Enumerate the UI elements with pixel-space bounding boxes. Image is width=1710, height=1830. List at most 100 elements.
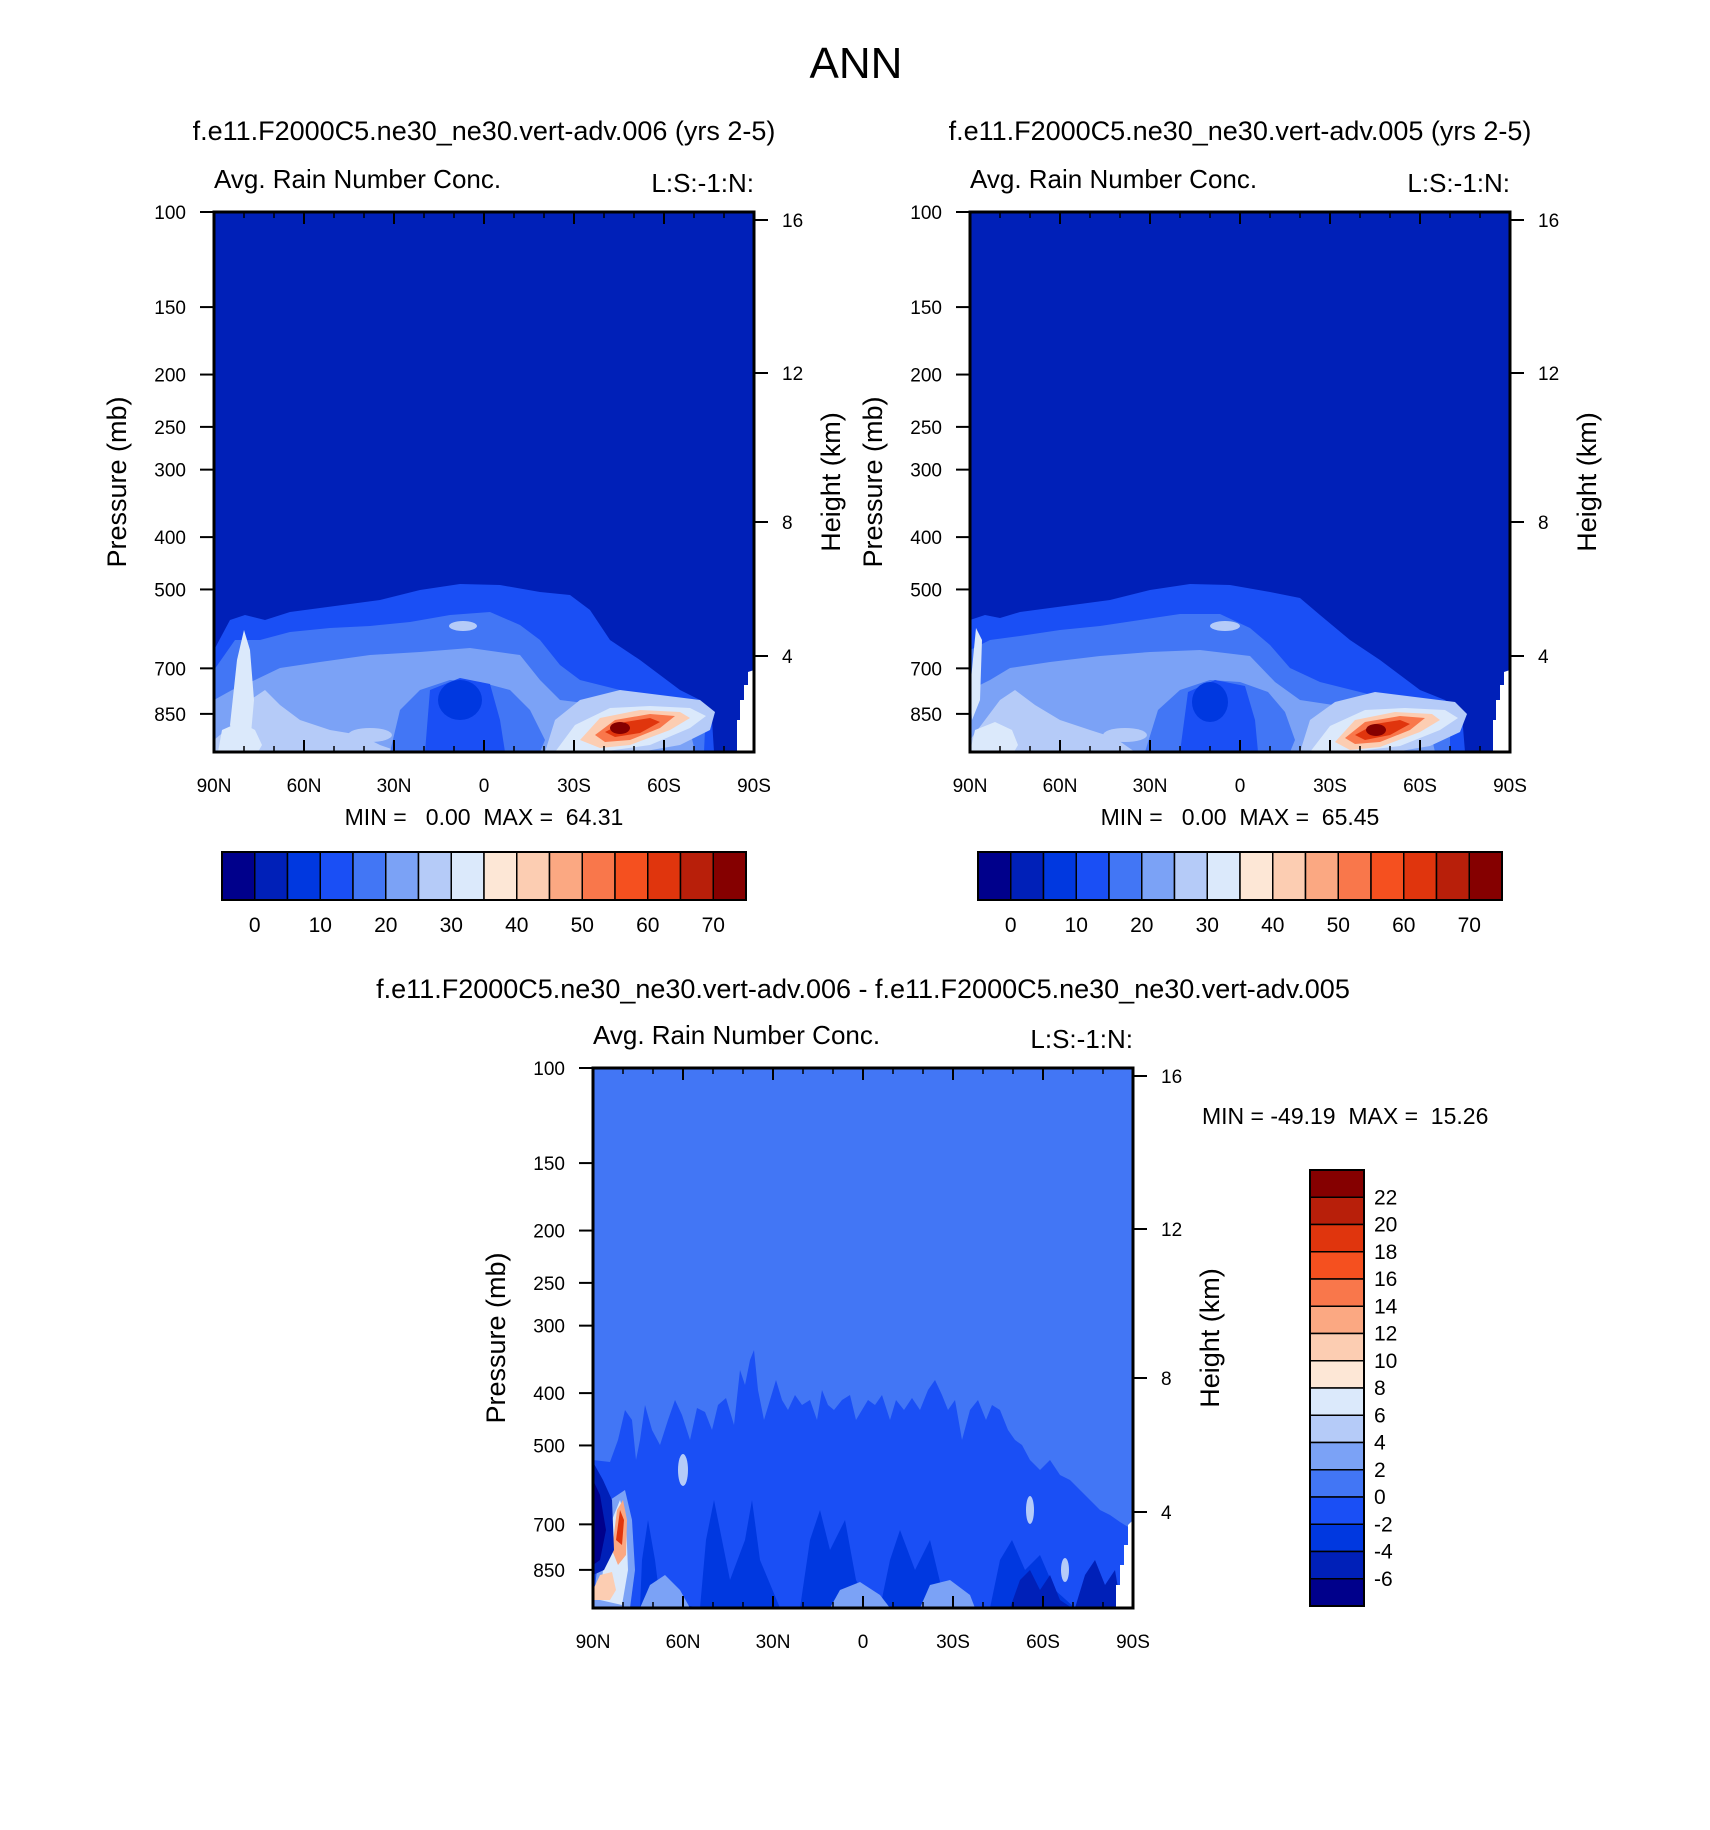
y-tick-label: 700 xyxy=(533,1515,565,1536)
colorbar-swatch xyxy=(1309,1387,1365,1416)
colorbar-swatch xyxy=(417,851,452,901)
y2-tick-label: 8 xyxy=(782,513,793,534)
panel-3-missing-data xyxy=(1116,1520,1133,1608)
x-tick-label: 60S xyxy=(647,776,681,797)
panel-3-y2label: Height (km) xyxy=(1195,1268,1225,1408)
colorbar-label: 18 xyxy=(1374,1241,1397,1264)
panel-3-contour-band xyxy=(640,1575,690,1608)
colorbar-label: 50 xyxy=(1327,914,1350,937)
y-tick-label: 400 xyxy=(533,1384,565,1405)
panel-1-contour-band xyxy=(438,680,482,720)
panel-3-contour-band xyxy=(920,1580,975,1608)
panel-3-contour-band xyxy=(1061,1558,1069,1582)
x-tick-label: 90S xyxy=(1116,1632,1150,1653)
x-tick-label: 30S xyxy=(936,1632,970,1653)
panel-3-contour-band xyxy=(1010,1570,1072,1608)
panel-3-contour-band xyxy=(1075,1560,1125,1608)
y-tick-label: 250 xyxy=(533,1274,565,1295)
colorbar-label: 50 xyxy=(571,914,594,937)
panel-1-y2label: Height (km) xyxy=(816,412,846,552)
x-tick-label: 90S xyxy=(1493,776,1527,797)
y-tick-label: 100 xyxy=(533,1059,565,1080)
x-tick-label: 0 xyxy=(479,776,490,797)
panel-1-right-title: L:S:-1:N: xyxy=(651,168,754,198)
y-tick-label: 300 xyxy=(910,461,942,482)
colorbar-frame xyxy=(977,851,1503,901)
panel-1-contour-band xyxy=(348,728,392,742)
colorbar-label: 22 xyxy=(1374,1186,1397,1209)
x-tick-label: 30N xyxy=(377,776,412,797)
y-tick-label: 100 xyxy=(910,203,942,224)
y-tick-label: 400 xyxy=(910,528,942,549)
y-tick-label: 300 xyxy=(533,1317,565,1338)
y-tick-label: 250 xyxy=(154,418,186,439)
colorbar-label: 16 xyxy=(1374,1268,1397,1291)
colorbar-label: 20 xyxy=(374,914,397,937)
x-tick-label: 90N xyxy=(197,776,232,797)
panel-3-contour-band xyxy=(830,1582,890,1608)
colorbar-label: 20 xyxy=(1374,1214,1397,1237)
colorbar-swatch xyxy=(385,851,420,901)
panel-3-contour-band xyxy=(593,1572,616,1600)
panel-2-contour-band xyxy=(1192,682,1228,722)
panel-3-axes: 90N 60N 30N 0 30S 60S 90S 100 150 200 250 300 400 500… xyxy=(533,1059,1182,1653)
panel-3-contour-band xyxy=(1026,1496,1034,1524)
colorbar-swatch xyxy=(1309,1496,1365,1525)
colorbar-swatch xyxy=(286,851,321,901)
colorbar-swatch xyxy=(1239,851,1274,901)
colorbar-swatch xyxy=(1042,851,1077,901)
x-tick-label: 30S xyxy=(557,776,591,797)
colorbar-swatch xyxy=(1309,1305,1365,1335)
x-tick-label: 60N xyxy=(287,776,322,797)
panel-2-contour-band xyxy=(1210,621,1240,631)
panel-2-y2label: Height (km) xyxy=(1572,412,1602,552)
colorbar-swatch xyxy=(1309,1469,1365,1498)
y-tick-label: 150 xyxy=(533,1154,565,1175)
colorbar-swatch xyxy=(483,851,518,901)
y2-tick-label: 4 xyxy=(782,647,793,668)
colorbar-swatch xyxy=(1309,1251,1365,1280)
colorbar-swatch xyxy=(1272,851,1307,901)
colorbar-swatch xyxy=(1468,851,1503,901)
panel-1-contour-band xyxy=(218,722,262,752)
colorbar-label: 8 xyxy=(1374,1377,1386,1400)
colorbar-swatch xyxy=(254,851,289,901)
panel-1-axes: 90N 60N 30N 0 30S 60S 90S 100 150 200 250 300 400 500… xyxy=(154,203,803,797)
colorbar-label: 60 xyxy=(636,914,659,937)
colorbar-swatch xyxy=(1309,1196,1365,1226)
panel-2-contour-band xyxy=(970,628,982,720)
colorbar-label: 0 xyxy=(249,914,261,937)
panel-2-left-title: Avg. Rain Number Conc. xyxy=(970,164,1257,194)
colorbar-swatch xyxy=(1075,851,1110,901)
panel-3-ylabel: Pressure (mb) xyxy=(481,1252,511,1423)
colorbar-frame xyxy=(221,851,747,901)
colorbar-label: 10 xyxy=(1374,1350,1397,1373)
x-tick-label: 0 xyxy=(1235,776,1246,797)
colorbar-swatch xyxy=(1309,1550,1365,1580)
y-tick-label: 400 xyxy=(154,528,186,549)
panel-1-title: f.e11.F2000C5.ne30_ne30.vert-adv.006 (yr… xyxy=(193,116,776,146)
colorbar-swatch xyxy=(352,851,387,901)
colorbar-swatch xyxy=(1337,851,1372,901)
colorbar-label: 30 xyxy=(1196,914,1219,937)
colorbar-swatch xyxy=(1309,1223,1365,1253)
colorbar-swatch xyxy=(977,851,1012,901)
y-tick-label: 850 xyxy=(533,1561,565,1582)
colorbar-swatch xyxy=(1309,1332,1365,1362)
panel-1: f.e11.F2000C5.ne30_ne30.vert-adv.006 (yr… xyxy=(102,116,846,937)
panel-3: f.e11.F2000C5.ne30_ne30.vert-adv.006 - f… xyxy=(376,974,1488,1653)
colorbar-label: 60 xyxy=(1392,914,1415,937)
colorbar-swatch xyxy=(1309,1414,1365,1444)
colorbar-label: -2 xyxy=(1374,1513,1393,1536)
colorbar-swatch xyxy=(1403,851,1438,901)
figure-title: ANN xyxy=(810,39,903,88)
colorbar-label: 40 xyxy=(1261,914,1284,937)
colorbar-label: 14 xyxy=(1374,1295,1398,1318)
x-tick-label: 60N xyxy=(1043,776,1078,797)
y-tick-label: 700 xyxy=(154,659,186,680)
colorbar-label: 0 xyxy=(1374,1486,1386,1509)
colorbar-label: 30 xyxy=(440,914,463,937)
y-tick-label: 150 xyxy=(910,298,942,319)
colorbar-swatch xyxy=(1370,851,1405,901)
